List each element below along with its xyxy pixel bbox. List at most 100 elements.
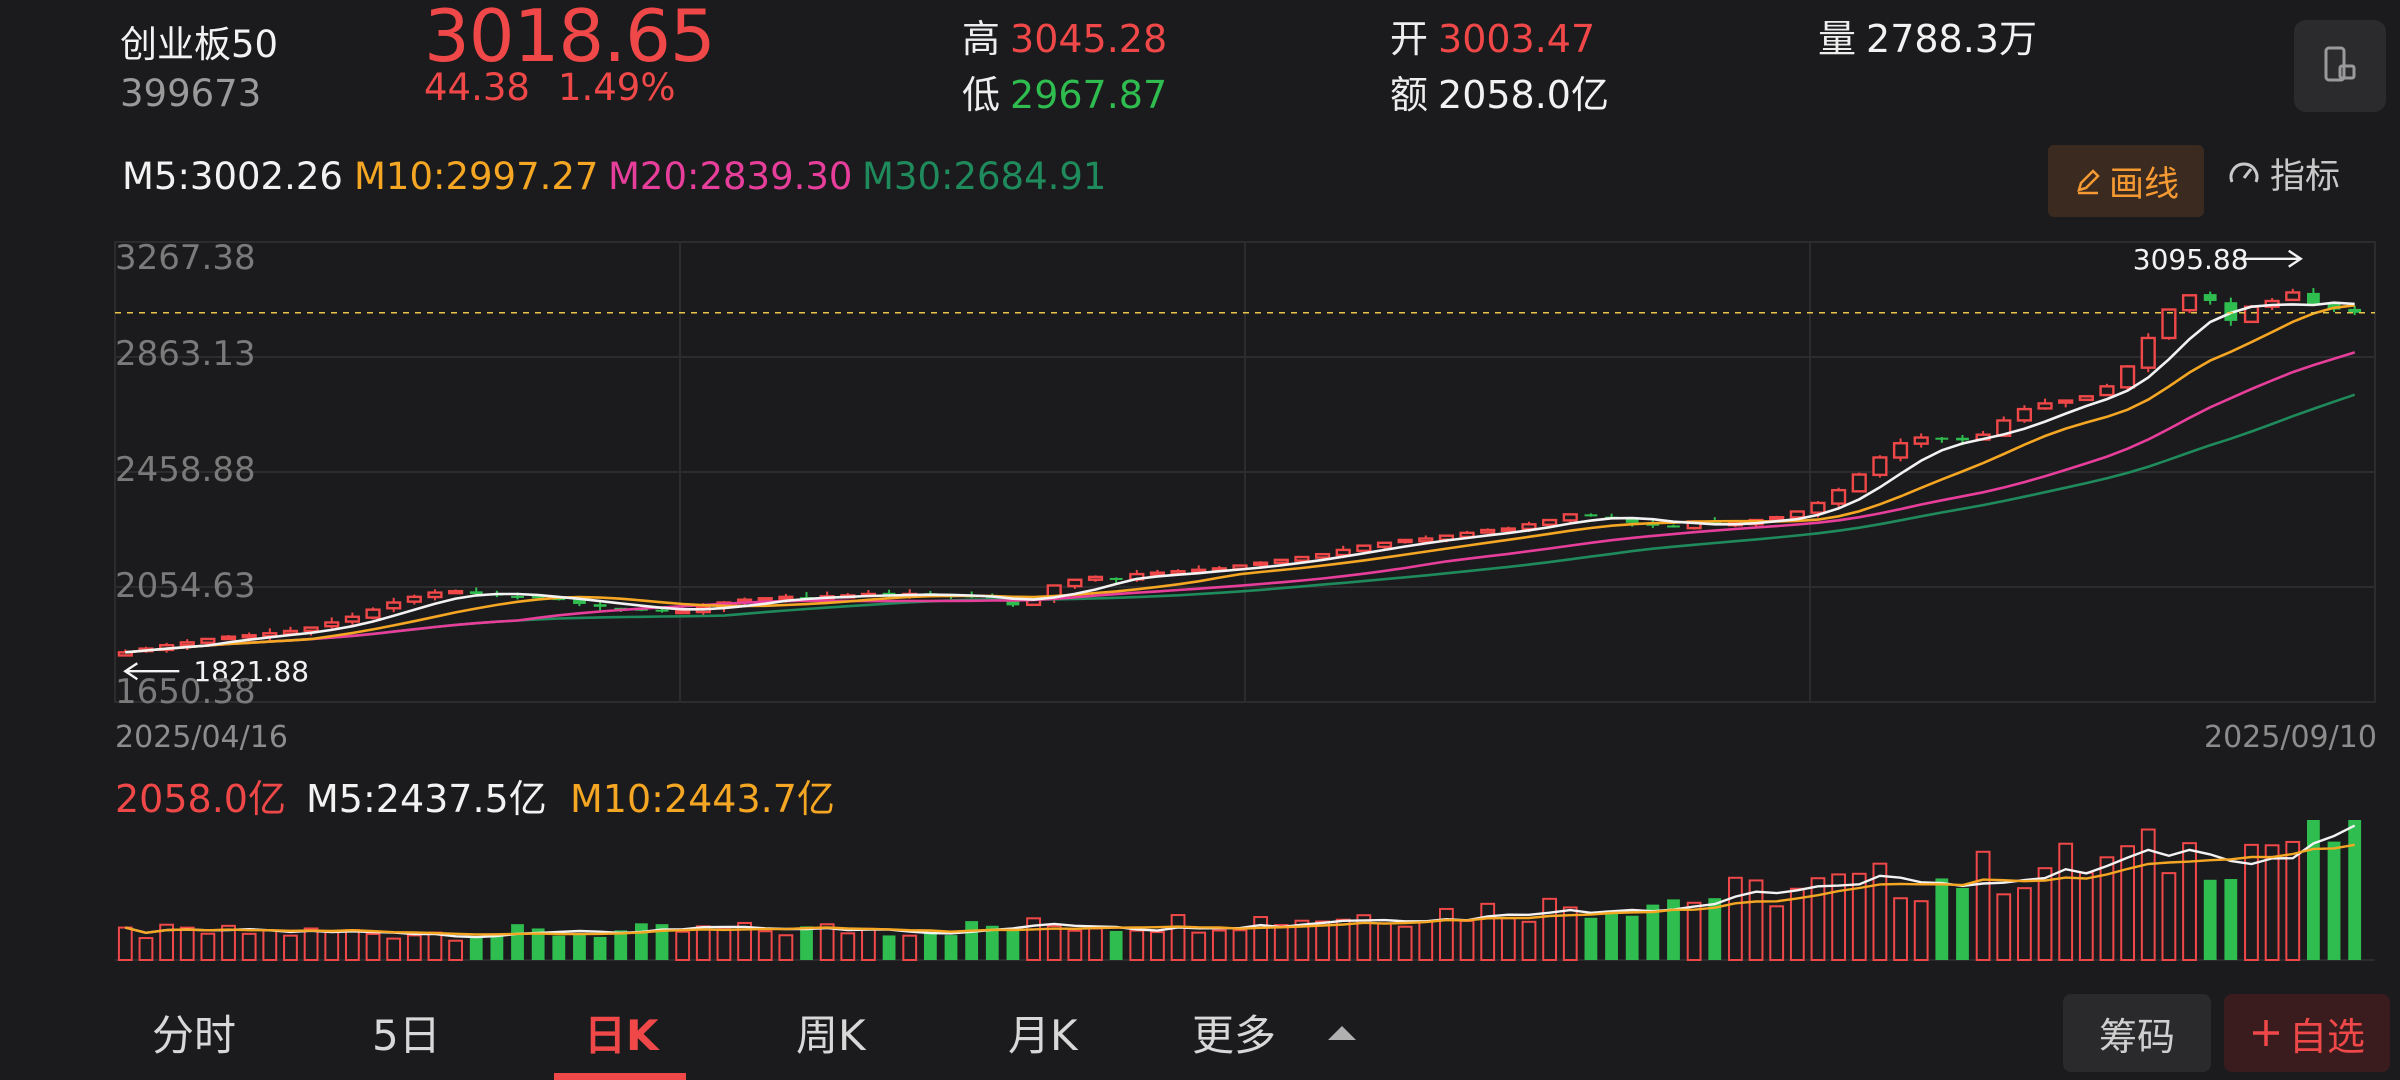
volume-bar-up	[778, 934, 794, 961]
volume-bar-up	[1088, 927, 1103, 961]
volume-bar-down	[2348, 820, 2362, 960]
volume-bar-up	[1789, 887, 1805, 961]
volume-ma10-line	[125, 843, 2355, 936]
chips-button[interactable]: 筹码	[2063, 994, 2211, 1072]
current-price: 3018.65	[424, 0, 716, 78]
candle-up	[1191, 568, 1207, 574]
candle-up	[427, 591, 443, 599]
candle-up	[1892, 442, 1909, 459]
candle-up	[344, 615, 360, 623]
tab-weekly-k[interactable]: 周K	[796, 1011, 866, 1060]
landscape-toggle-button[interactable]	[2294, 20, 2386, 112]
draw-line-button[interactable]: 画线	[2048, 145, 2204, 217]
volume-bar-up	[757, 930, 773, 961]
candle-down	[1109, 577, 1123, 580]
volume-bar-up	[1253, 916, 1269, 961]
volume-label: 量	[1818, 17, 1857, 61]
volume-bar-up	[2099, 856, 2115, 961]
y-tick-4: 2054.63	[115, 566, 256, 606]
candle-up	[1769, 515, 1785, 521]
tab-monthly-k[interactable]: 月K	[1008, 1011, 1078, 1060]
volume-bar-up	[159, 923, 175, 962]
add-watchlist-button[interactable]: 自选	[2224, 994, 2390, 1072]
amount-value: 2058.0亿	[1438, 73, 1609, 117]
candle-up	[447, 589, 464, 595]
volume-bar-up	[406, 934, 422, 961]
candle-up	[2285, 291, 2301, 302]
volume-bar-up	[241, 932, 257, 961]
candle-up	[1356, 544, 1372, 553]
volume-chart[interactable]	[0, 820, 2400, 962]
draw-line-label: 画线	[2108, 164, 2179, 205]
volume-bar-up	[1459, 919, 1475, 961]
volume-value: 2788.3万	[1866, 17, 2037, 61]
candle-down	[1708, 520, 1722, 525]
tab-intraday[interactable]: 分时	[152, 1011, 237, 1060]
candle-down	[2348, 308, 2362, 313]
y-tick-3: 2458.88	[115, 450, 256, 490]
volume-bar-up	[2120, 845, 2136, 961]
volume-bar-up	[1851, 872, 1867, 962]
stat-high: 高 3045.28	[962, 8, 1167, 63]
candle-up	[1831, 488, 1847, 505]
ma30-legend: M30:2684.91	[862, 155, 1107, 198]
tab-more[interactable]: 更多	[1192, 1011, 1277, 1060]
max-price-label: 3095.88	[2133, 243, 2249, 276]
candle-down	[2203, 294, 2217, 301]
amount-label: 额	[1390, 73, 1429, 117]
volume-bar-down	[1708, 898, 1722, 960]
gauge-icon	[2229, 162, 2259, 183]
volume-bar-down	[1646, 904, 1660, 960]
low-label: 低	[962, 73, 1001, 117]
volume-current-value: 2058.0亿	[115, 777, 286, 821]
volume-bar-up	[902, 934, 918, 961]
candle-down	[531, 596, 545, 599]
volume-bar-down	[944, 935, 958, 960]
volume-bar-up	[200, 932, 216, 961]
candle-up	[2016, 407, 2033, 422]
volume-bar-down	[531, 928, 545, 960]
candle-up	[2140, 336, 2156, 369]
tab-5day[interactable]: 5日	[372, 1011, 441, 1060]
volume-bar-up	[2078, 871, 2094, 961]
candle-down	[2306, 292, 2320, 304]
kline-chart[interactable]: 3095.88 1821.88	[0, 230, 2400, 710]
volume-bar-up	[1232, 929, 1248, 961]
volume-bar-up	[1150, 931, 1165, 961]
volume-bar-up	[1067, 929, 1083, 961]
volume-bar-up	[179, 926, 195, 962]
stat-volume: 量 2788.3万	[1818, 8, 2037, 63]
max-arrow-icon	[2242, 249, 2303, 268]
candle-up	[2120, 365, 2136, 389]
y-tick-5: 1650.38	[115, 672, 256, 712]
volume-bar-up	[2285, 840, 2301, 962]
candle-up	[1789, 510, 1805, 519]
candle-up	[1542, 518, 1558, 526]
candle-up	[778, 595, 794, 601]
volume-bar-up	[1397, 925, 1413, 961]
candle-up	[1397, 538, 1413, 544]
end-date: 2025/09/10	[2204, 720, 2377, 755]
volume-bar-up	[324, 930, 340, 961]
candle-up	[1913, 436, 1929, 445]
caret-up-icon[interactable]	[1328, 1026, 1356, 1040]
candle-up	[1521, 523, 1537, 531]
tab-daily-k[interactable]: 日K	[584, 1011, 659, 1060]
candle-up	[2161, 308, 2177, 340]
volume-bar-down	[965, 921, 979, 960]
chart-grid	[114, 241, 2376, 703]
plus-icon	[2252, 1020, 2279, 1046]
candle-down	[573, 599, 586, 604]
indicator-button[interactable]: 指标	[2226, 148, 2340, 199]
volume-bar-down	[1625, 915, 1639, 960]
volume-bar-down	[1109, 930, 1123, 960]
volume-bar-down	[634, 923, 648, 960]
ma5-legend: M5:3002.26	[122, 155, 343, 198]
low-value: 2967.87	[1010, 73, 1168, 117]
volume-bar-up	[386, 937, 402, 961]
volume-bar-up	[1418, 920, 1434, 962]
candle-down	[552, 598, 566, 601]
ma5-line	[125, 301, 2355, 654]
candle-up	[241, 634, 257, 639]
volume-bar-up	[1769, 905, 1785, 961]
